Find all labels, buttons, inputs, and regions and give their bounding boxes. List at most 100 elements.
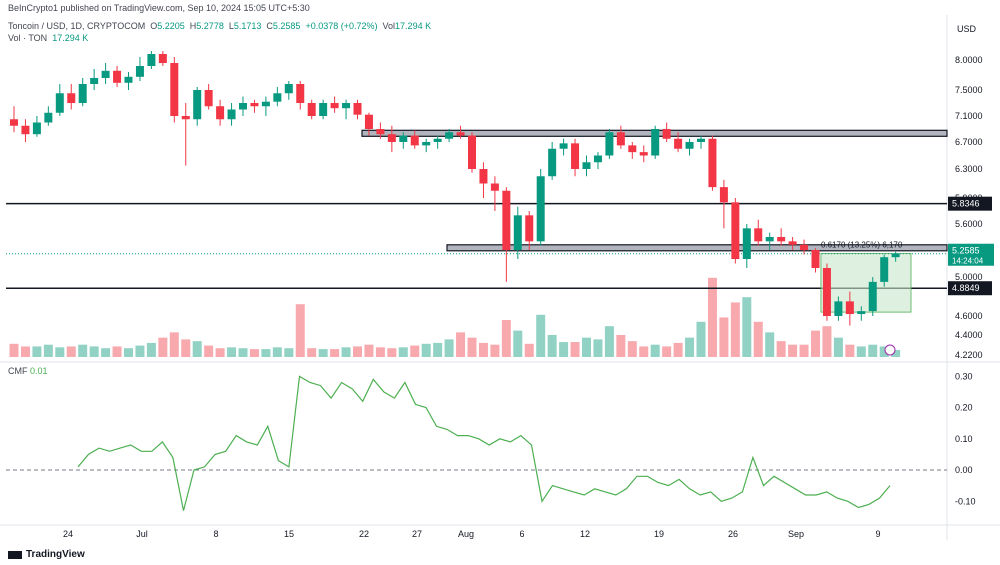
volume-bar bbox=[261, 349, 271, 357]
volume-bar bbox=[547, 335, 557, 357]
candle-body bbox=[536, 176, 545, 242]
price-tick-label: 8.0000 bbox=[955, 55, 983, 65]
close-value: 5.2585 bbox=[272, 21, 301, 31]
symbol-name: Toncoin / USD, 1D, CRYPTOCOM bbox=[8, 21, 146, 31]
volume-bar bbox=[627, 341, 637, 357]
candle-body bbox=[685, 142, 694, 149]
candle-body bbox=[708, 138, 717, 188]
volume-bar bbox=[604, 326, 614, 357]
cmf-tick-label: 0.20 bbox=[955, 403, 973, 413]
volume-row-value: 17.294 K bbox=[52, 33, 89, 43]
candle-body bbox=[342, 103, 351, 109]
price-tick-label: 5.6000 bbox=[955, 219, 983, 229]
candle-body bbox=[21, 125, 30, 135]
volume-bar bbox=[582, 337, 591, 357]
candle-body bbox=[834, 301, 843, 316]
candle-body bbox=[811, 250, 820, 268]
candle-body bbox=[868, 281, 877, 312]
candle-body bbox=[582, 162, 591, 169]
open-label: O bbox=[150, 21, 158, 31]
cmf-line bbox=[77, 375, 891, 511]
candle-body bbox=[10, 119, 18, 126]
volume-bar bbox=[421, 343, 431, 357]
volume-bar bbox=[89, 346, 99, 357]
volume-bar bbox=[169, 332, 179, 357]
volume-bar bbox=[295, 304, 305, 357]
volume-bar bbox=[249, 349, 259, 357]
volume-bar bbox=[66, 346, 76, 357]
candle-body bbox=[284, 84, 293, 94]
candle-body bbox=[490, 183, 499, 191]
volume-bar bbox=[78, 344, 88, 357]
volume-bar bbox=[410, 345, 420, 357]
time-tick-label: 27 bbox=[412, 529, 422, 539]
volume-bar bbox=[135, 345, 145, 357]
volume-bar bbox=[719, 317, 729, 357]
price-tick-label: 6.7000 bbox=[955, 137, 983, 147]
time-tick-label: 15 bbox=[284, 529, 294, 539]
candle-body bbox=[296, 84, 305, 103]
candle-body bbox=[261, 101, 270, 107]
close-label: C bbox=[266, 21, 273, 31]
volume-bar bbox=[478, 342, 488, 357]
volume-bar bbox=[879, 346, 889, 357]
candle-body bbox=[880, 257, 889, 282]
volume-bar bbox=[513, 330, 523, 357]
volume-bar bbox=[124, 348, 133, 357]
volume-bar bbox=[32, 346, 42, 357]
candle-body bbox=[662, 129, 671, 139]
candle-body bbox=[800, 244, 809, 250]
vol-value: 17.294 K bbox=[395, 21, 432, 31]
price-tick-label: 7.5000 bbox=[955, 85, 983, 95]
volume-bar bbox=[146, 342, 156, 357]
cmf-tick-label: 0.10 bbox=[955, 434, 973, 444]
time-tick-label: Aug bbox=[458, 529, 474, 539]
cmf-title: CMF bbox=[8, 366, 28, 376]
candle-body bbox=[376, 129, 385, 135]
candle-body bbox=[135, 66, 144, 77]
volume-bar bbox=[192, 341, 202, 357]
volume-row-label: Vol · TON bbox=[8, 33, 48, 43]
price-tick-label: 6.3000 bbox=[955, 164, 983, 174]
price-zone bbox=[446, 244, 948, 252]
cmf-tick-label: 0.30 bbox=[955, 371, 973, 381]
candle-body bbox=[513, 215, 522, 250]
measure-label: 0.6170 (13.25%) 6,170 bbox=[821, 241, 903, 250]
volume-bar bbox=[856, 346, 866, 357]
vol-label: Vol bbox=[382, 21, 396, 31]
volume-bar bbox=[215, 348, 225, 357]
volume-bar bbox=[891, 349, 901, 357]
candle-body bbox=[593, 155, 602, 163]
volume-bar bbox=[673, 342, 683, 357]
last-price-label: 5.2585 bbox=[952, 246, 980, 256]
candle-body bbox=[193, 90, 202, 120]
time-tick-label: 24 bbox=[63, 529, 73, 539]
volume-bar bbox=[330, 349, 340, 357]
time-tick-label: 26 bbox=[728, 529, 738, 539]
candle-body bbox=[307, 103, 316, 116]
candle-body bbox=[697, 138, 705, 142]
candle-body bbox=[90, 78, 99, 84]
brand-label: TradingView bbox=[26, 549, 85, 560]
candle-body bbox=[364, 114, 373, 129]
volume-bar bbox=[9, 343, 19, 357]
volume-bar bbox=[559, 342, 569, 357]
tradingview-logo-icon bbox=[8, 550, 22, 559]
volume-bar bbox=[685, 337, 695, 357]
volume-bar bbox=[112, 346, 122, 357]
candle-body bbox=[78, 84, 87, 103]
candle-body bbox=[754, 228, 763, 242]
candle-body bbox=[124, 76, 133, 83]
level-label-box bbox=[948, 196, 992, 211]
volume-bar bbox=[868, 344, 878, 357]
candle-body bbox=[387, 134, 396, 142]
candle-body bbox=[456, 132, 465, 136]
volume-legend: Vol · TON 17.294 K bbox=[8, 33, 88, 43]
candle-body bbox=[353, 103, 362, 115]
time-tick-label: Sep bbox=[788, 529, 804, 539]
cmf-legend: CMF 0.01 bbox=[8, 366, 48, 376]
volume-bar bbox=[501, 320, 511, 357]
candle-body bbox=[845, 301, 854, 315]
time-tick-label: 22 bbox=[359, 529, 369, 539]
